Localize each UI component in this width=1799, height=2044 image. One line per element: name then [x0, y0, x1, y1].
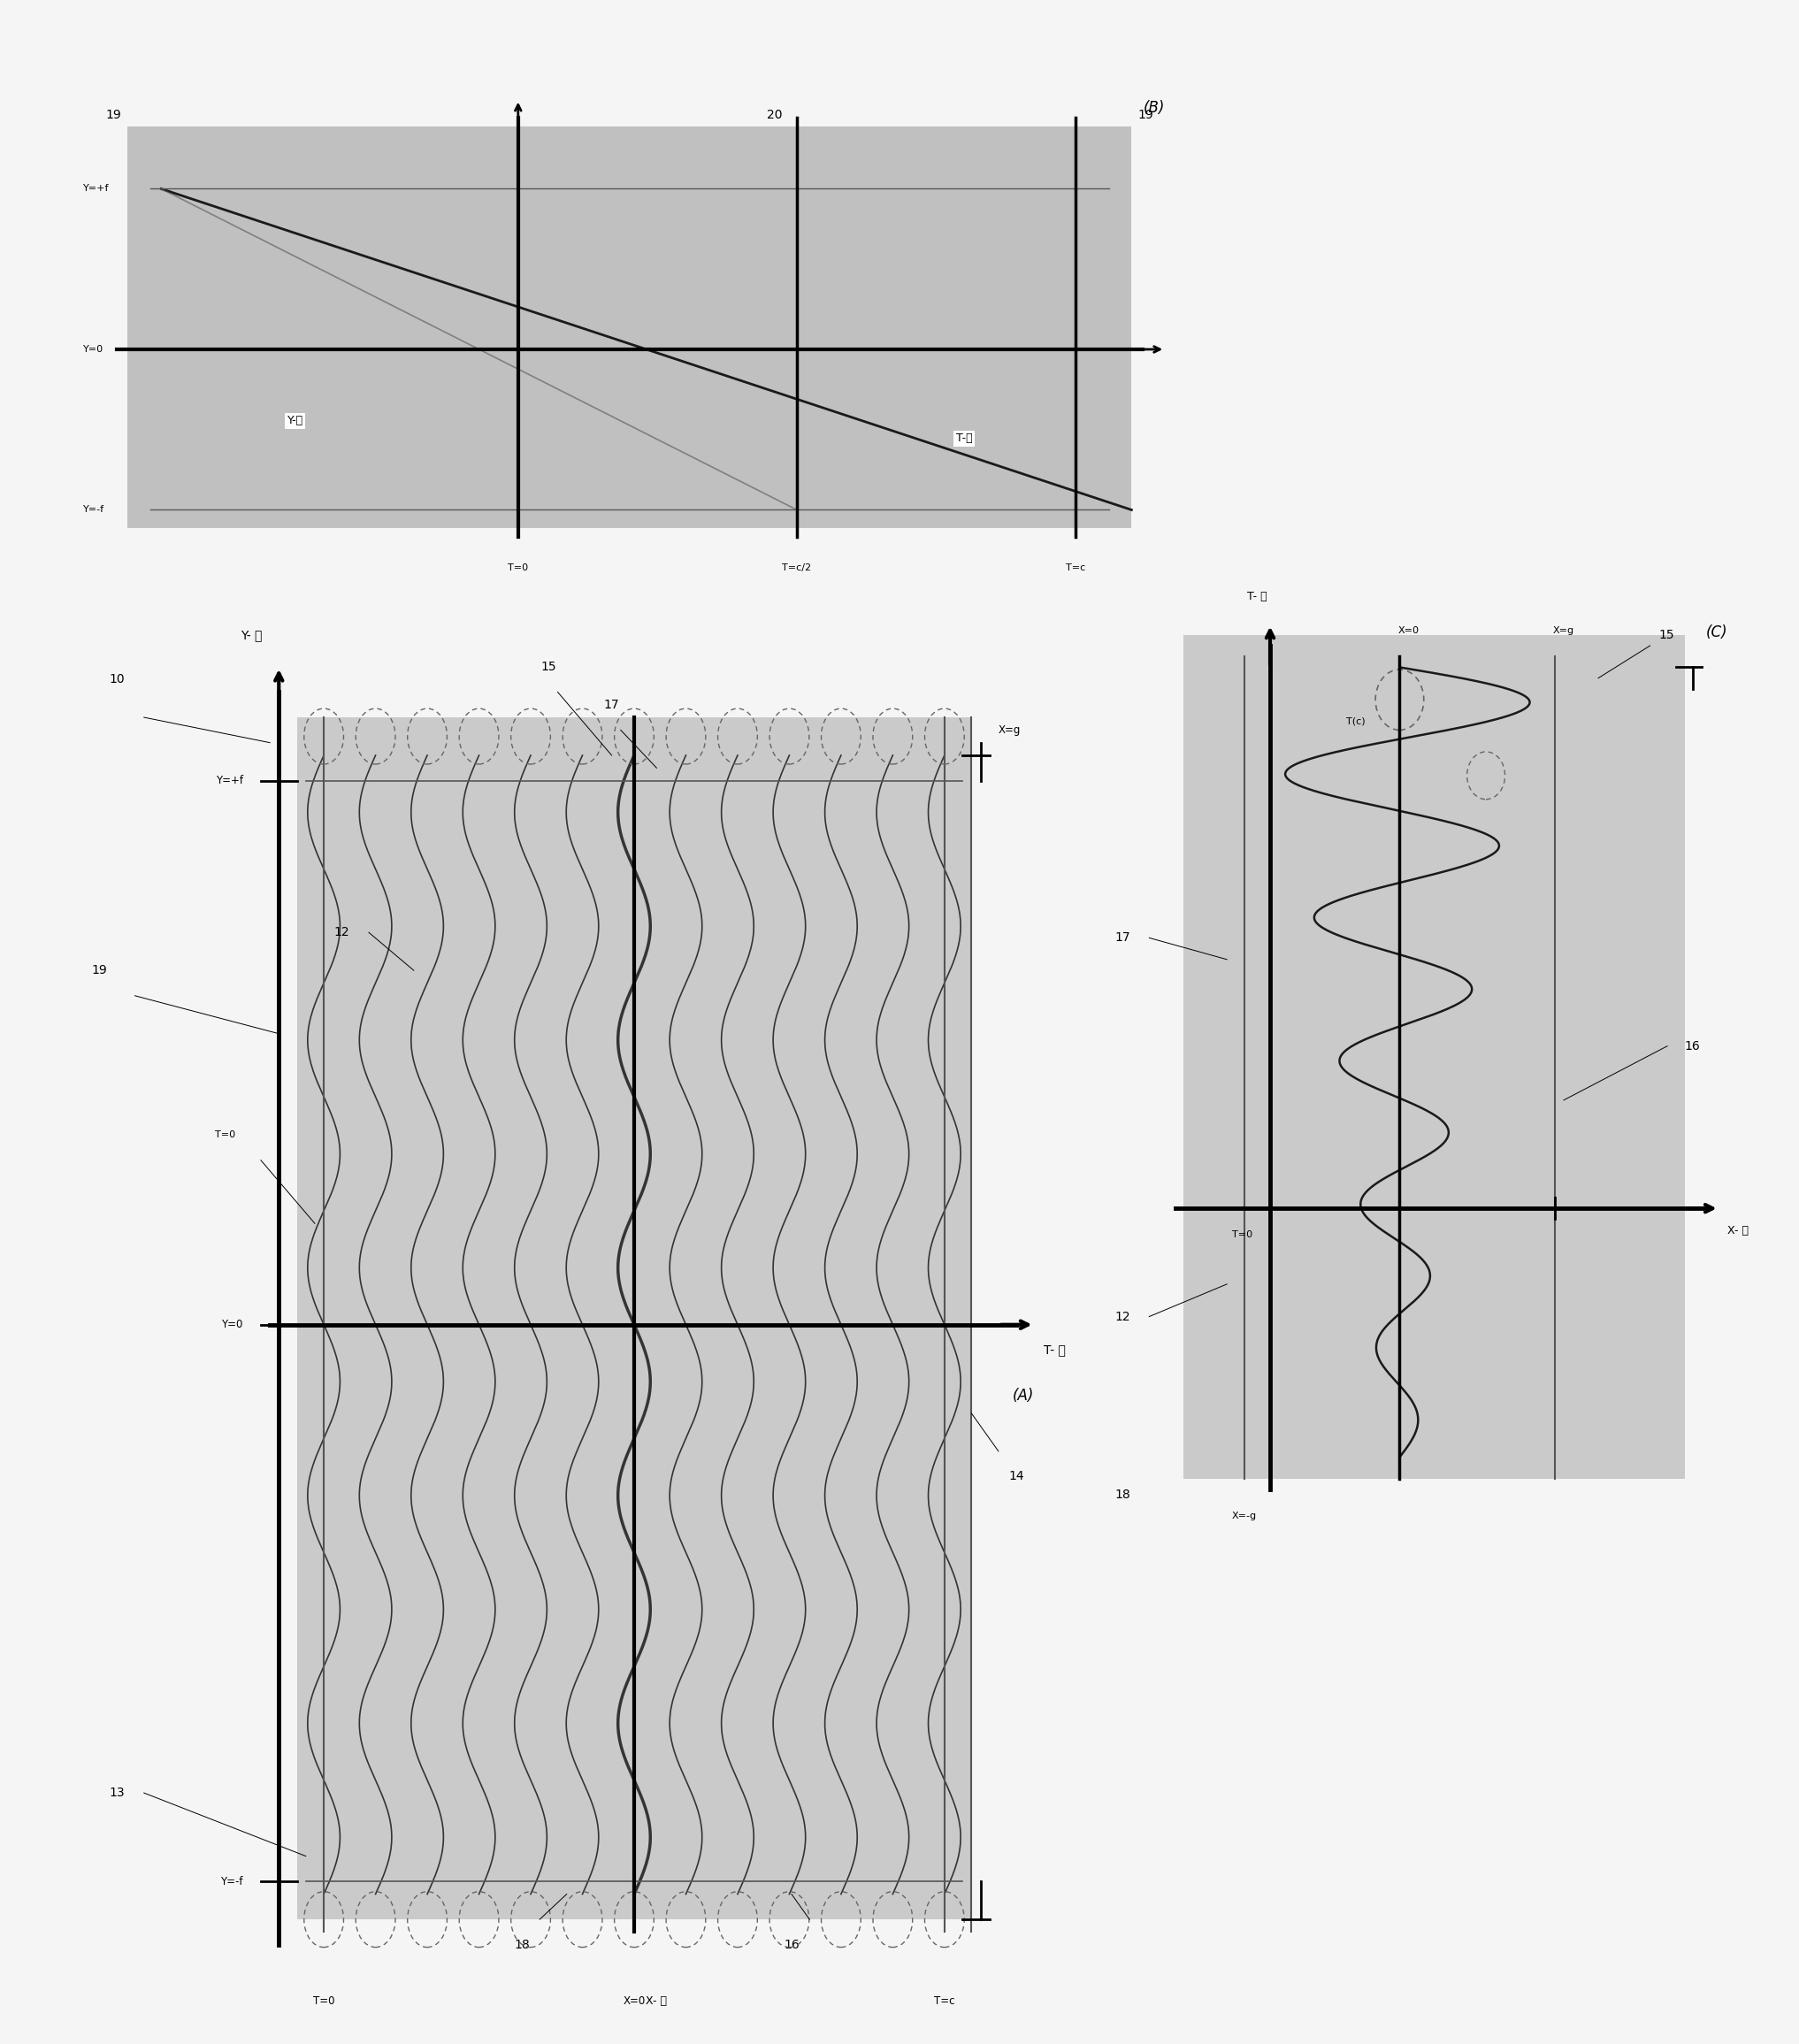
Text: 13: 13	[110, 1786, 124, 1799]
Text: T=c/2: T=c/2	[783, 564, 811, 572]
Text: X- 輴: X- 輴	[1727, 1224, 1749, 1237]
Text: Y=+f: Y=+f	[83, 184, 110, 194]
Text: 20: 20	[766, 108, 783, 121]
Text: 17: 17	[604, 699, 619, 711]
Text: X=0: X=0	[622, 1995, 646, 2007]
Bar	[1184, 636, 1684, 1480]
Text: T=c: T=c	[1067, 564, 1085, 572]
Text: (A): (A)	[1013, 1388, 1034, 1404]
Text: Y=-f: Y=-f	[219, 1876, 243, 1887]
Text: T=c: T=c	[934, 1995, 955, 2007]
Text: 17: 17	[1115, 932, 1130, 944]
Text: 19: 19	[106, 108, 121, 121]
Text: Y=-f: Y=-f	[83, 505, 104, 515]
Text: 19: 19	[1139, 108, 1153, 121]
Text: T=0: T=0	[1232, 1230, 1252, 1239]
Text: X=0: X=0	[1398, 625, 1419, 636]
Text: Y- 輴: Y- 輴	[241, 630, 263, 642]
Bar	[128, 127, 1132, 527]
Text: 15: 15	[1659, 630, 1675, 642]
Text: 18: 18	[515, 1938, 529, 1950]
Text: T=0: T=0	[313, 1995, 335, 2007]
Text: Y-輴: Y-輴	[288, 415, 302, 427]
Text: T=0: T=0	[507, 564, 529, 572]
Text: (B): (B)	[1144, 100, 1166, 117]
Text: X=g: X=g	[998, 724, 1020, 736]
Text: 15: 15	[541, 660, 556, 672]
Text: T- 輴: T- 輴	[1043, 1343, 1065, 1357]
Text: T(c): T(c)	[1346, 717, 1365, 726]
Text: T- 輴: T- 輴	[1247, 591, 1266, 603]
Text: 18: 18	[1115, 1488, 1130, 1500]
Text: T=0: T=0	[214, 1130, 236, 1139]
Text: X- 輴: X- 輴	[646, 1995, 667, 2007]
Text: X=g: X=g	[1553, 625, 1574, 636]
Text: 12: 12	[1115, 1310, 1130, 1322]
Text: 19: 19	[92, 965, 106, 977]
Text: 12: 12	[335, 926, 349, 938]
Text: 16: 16	[784, 1938, 799, 1950]
Text: Y=0: Y=0	[221, 1318, 243, 1331]
Text: 16: 16	[1684, 1040, 1700, 1053]
Text: X=-g: X=-g	[1232, 1511, 1258, 1521]
Text: Y=+f: Y=+f	[216, 775, 243, 787]
Text: (C): (C)	[1705, 623, 1727, 640]
Bar	[297, 717, 971, 1919]
Text: Y=0: Y=0	[83, 345, 104, 354]
Text: 10: 10	[110, 672, 124, 685]
Text: 14: 14	[1009, 1470, 1024, 1482]
Text: T-輴: T-輴	[955, 433, 973, 444]
